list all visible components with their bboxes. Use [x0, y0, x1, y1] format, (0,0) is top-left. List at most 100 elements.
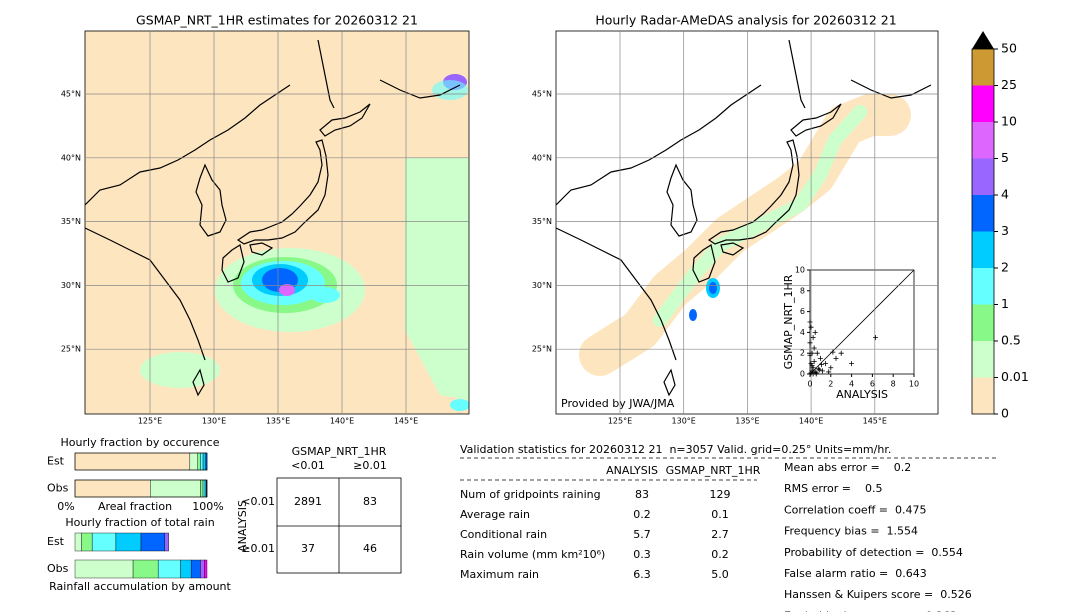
col-label: ≥0.01	[353, 459, 387, 472]
bar-frame	[74, 479, 208, 498]
fraction-segment	[202, 479, 206, 498]
score: Hanssen & Kuipers score = 0.526	[784, 588, 972, 601]
lat-label: 35°N	[61, 217, 81, 226]
panel-title: Hourly fraction of total rain	[65, 516, 214, 529]
fraction-segment	[202, 452, 206, 471]
scatter-point	[812, 369, 818, 375]
scatter-point	[849, 361, 855, 367]
colorbar-label: 4	[1001, 187, 1009, 202]
colorbar-label: 5	[1001, 150, 1009, 165]
scatter-point	[809, 368, 815, 374]
score: False alarm ratio = 0.643	[784, 567, 927, 580]
lon-label: 140°E	[799, 417, 823, 426]
x-tick-label: 10	[909, 380, 919, 389]
col-label: <0.01	[291, 459, 325, 472]
score: Frequency bias = 1.554	[784, 525, 918, 538]
row-value: 0.2	[711, 548, 729, 561]
diagonal	[809, 269, 915, 375]
panel-title: Hourly fraction by occurence	[61, 436, 220, 449]
lon-label: 145°E	[863, 417, 887, 426]
scatter-point	[812, 329, 818, 335]
scatter-point	[813, 371, 819, 377]
colorbar-segment	[972, 341, 994, 378]
row-label: <0.01	[241, 495, 275, 508]
lat-label: 25°N	[61, 345, 81, 354]
scatter-point	[828, 365, 834, 371]
y-tick-label: 8	[800, 286, 805, 295]
scatter-point	[818, 362, 824, 368]
fraction-segment	[180, 559, 192, 579]
colorbar-segment	[972, 268, 994, 305]
scatter-point	[811, 359, 817, 365]
lon-label: 125°E	[608, 417, 632, 426]
lat-label: 40°N	[532, 153, 552, 162]
y-tick-label: 4	[800, 328, 805, 337]
x-tick-label: 8	[891, 380, 896, 389]
row-title: ANALYSIS	[236, 500, 249, 552]
scatter-point	[807, 352, 813, 358]
lat-label: 45°N	[532, 90, 552, 99]
scatter-point	[807, 319, 813, 325]
lon-label: 145°E	[394, 417, 418, 426]
colorbar-segment	[972, 85, 994, 122]
cell: 83	[363, 495, 377, 508]
colorbar-label: 0.5	[1001, 333, 1021, 348]
lon-label: 125°E	[138, 417, 162, 426]
map-grid	[556, 31, 938, 414]
y-axis-label: GSMAP_NRT_1HR	[782, 274, 795, 369]
fraction-segment	[150, 479, 201, 498]
row-value: 0.2	[633, 508, 651, 521]
column-header: GSMAP_NRT_1HR	[666, 464, 761, 477]
row-value: 6.3	[633, 568, 651, 581]
fraction-segment	[91, 532, 117, 552]
column-header: ANALYSIS	[606, 464, 658, 477]
colorbar-segment	[972, 195, 994, 232]
row-value: 129	[710, 488, 731, 501]
scatter-point	[830, 349, 836, 355]
fraction-segment	[115, 532, 142, 552]
fraction-segment	[74, 532, 82, 552]
colorbar-label: 3	[1001, 223, 1009, 238]
panel-footer: Rainfall accumulation by amount	[49, 580, 231, 593]
row-label: ≥0.01	[241, 542, 275, 555]
scatter-point	[833, 355, 839, 361]
row-label: Average rain	[460, 508, 530, 521]
scatter-point	[811, 345, 817, 351]
x-tick-label: 6	[870, 380, 875, 389]
fraction-segment	[140, 532, 165, 552]
scatter-point	[810, 365, 816, 371]
fraction-segment	[74, 479, 151, 498]
left-map-frame	[84, 30, 470, 415]
left-map	[85, 31, 469, 414]
scatter-point	[823, 361, 829, 367]
colorbar-label: 2	[1001, 260, 1009, 275]
row-label: Conditional rain	[460, 528, 547, 541]
lat-label: 40°N	[61, 153, 81, 162]
axis-label: Areal fraction	[98, 500, 172, 513]
row-value: 2.7	[711, 528, 729, 541]
colorbar-label: 25	[1001, 77, 1017, 92]
y-tick-label: 6	[800, 307, 805, 316]
fraction-segment	[200, 452, 204, 471]
bar-frame	[74, 452, 208, 471]
score: RMS error = 0.5	[784, 482, 882, 495]
fraction-segment	[190, 559, 201, 579]
lon-label: 130°E	[672, 417, 696, 426]
fraction-segment	[164, 532, 169, 552]
score: Equitable threat score = 0.262	[784, 609, 957, 612]
map-grid	[85, 31, 469, 414]
scatter-point	[807, 340, 813, 346]
x-tick-label: 0	[807, 380, 812, 389]
validation-header: Validation statistics for 20260312 21 n=…	[460, 443, 891, 456]
colorbar-segment	[972, 158, 994, 195]
row-value: 0.3	[633, 548, 651, 561]
lat-label: 25°N	[532, 345, 552, 354]
row-label: Obs	[47, 562, 69, 575]
score: Mean abs error = 0.2	[784, 461, 911, 474]
lat-label: 45°N	[61, 90, 81, 99]
colorbar-segment	[972, 377, 994, 414]
fraction-segment	[197, 452, 201, 471]
colorbar-segment	[972, 122, 994, 159]
y-tick-label: 10	[795, 266, 805, 275]
